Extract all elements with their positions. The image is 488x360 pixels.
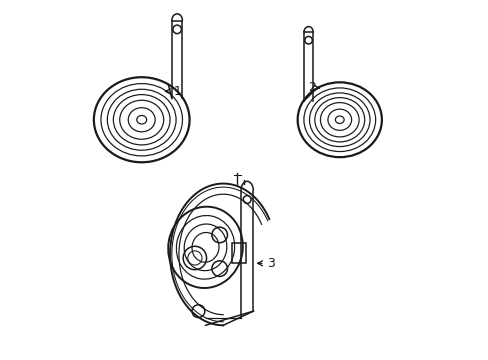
Text: 2: 2 xyxy=(307,81,319,94)
Text: 3: 3 xyxy=(257,257,275,270)
Text: 1: 1 xyxy=(165,85,181,98)
